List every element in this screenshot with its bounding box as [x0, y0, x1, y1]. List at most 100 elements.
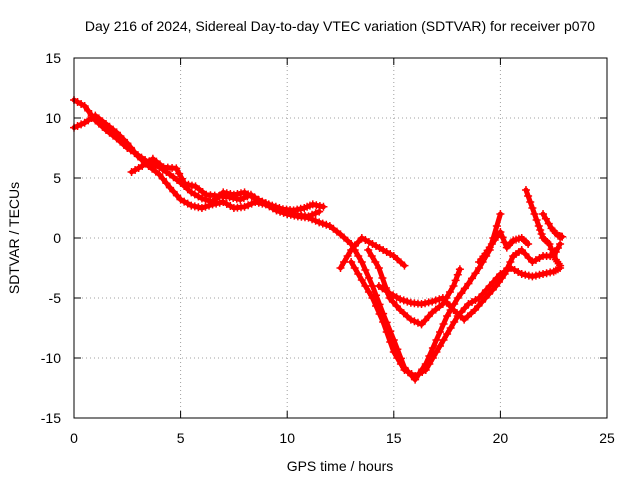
data-point — [428, 354, 437, 362]
data-point — [322, 220, 331, 229]
data-point — [354, 270, 363, 278]
data-point — [506, 258, 515, 266]
series-arc-8 — [475, 228, 533, 266]
data-point — [488, 286, 497, 294]
data-point — [205, 201, 214, 210]
data-point — [239, 194, 248, 202]
series-arc-7 — [374, 240, 565, 324]
data-point — [243, 192, 252, 201]
data-point — [374, 264, 383, 272]
data-point — [212, 199, 221, 208]
data-point — [184, 180, 193, 189]
data-point — [450, 318, 459, 326]
data-point — [304, 212, 313, 221]
data-point — [524, 240, 533, 248]
data-point — [296, 204, 305, 213]
data-point — [275, 204, 284, 212]
data-point — [470, 306, 479, 314]
data-point — [500, 270, 509, 278]
data-point — [169, 187, 178, 196]
data-point — [432, 348, 441, 356]
data-point — [545, 240, 554, 248]
data-point — [537, 230, 546, 238]
data-point — [546, 268, 555, 277]
data-point — [431, 296, 440, 305]
data-point — [530, 210, 539, 218]
data-point — [526, 198, 535, 206]
chart-title: Day 216 of 2024, Sidereal Day-to-day VTE… — [85, 18, 595, 34]
data-point — [496, 228, 505, 236]
data-point — [354, 238, 363, 246]
data-point — [451, 276, 460, 285]
series-line — [365, 247, 463, 327]
x-tick-label: 5 — [177, 430, 185, 446]
data-point — [378, 274, 387, 282]
data-point — [123, 139, 132, 148]
data-point — [521, 186, 530, 194]
data-point — [481, 294, 490, 302]
data-point — [556, 261, 565, 270]
data-point — [340, 258, 349, 266]
data-point — [443, 330, 452, 338]
data-point — [477, 298, 486, 306]
x-tick-label: 0 — [70, 430, 78, 446]
data-point — [175, 169, 184, 178]
grid — [74, 58, 607, 418]
y-tick-label: 5 — [53, 170, 61, 186]
series-arc-9 — [521, 186, 565, 270]
data-point — [435, 295, 444, 304]
data-point — [524, 254, 533, 262]
data-point — [308, 200, 317, 209]
x-tick-label: 10 — [279, 430, 295, 446]
data-point — [485, 290, 494, 298]
data-point — [544, 219, 553, 228]
series-arc-10 — [539, 210, 567, 241]
data-point — [229, 194, 238, 202]
data-point — [172, 164, 181, 173]
data-point — [464, 279, 473, 288]
data-point — [556, 240, 565, 248]
data-point — [439, 320, 448, 328]
data-point — [393, 354, 402, 362]
data-point — [312, 201, 321, 210]
data-point — [435, 328, 444, 336]
data-point — [187, 201, 196, 210]
data-point — [315, 218, 324, 227]
x-axis-title: GPS time / hours — [287, 458, 394, 474]
data-point — [190, 202, 199, 211]
y-tick-label: -10 — [41, 350, 61, 366]
data-point — [311, 216, 320, 225]
data-point — [524, 192, 533, 200]
data-point — [80, 102, 89, 110]
series-arc-1 — [70, 96, 505, 384]
data-point — [438, 294, 447, 302]
data-point — [558, 232, 567, 241]
data-point — [492, 222, 501, 230]
data-point — [173, 191, 182, 200]
data-point — [215, 198, 224, 207]
data-point — [158, 174, 167, 183]
data-point — [201, 202, 210, 211]
data-point — [435, 342, 444, 350]
data-point — [449, 282, 458, 290]
data-point — [371, 258, 380, 266]
data-point — [293, 205, 302, 214]
series-arc-3 — [127, 154, 328, 215]
data-point — [357, 276, 366, 284]
data-point — [399, 296, 408, 305]
data-point — [421, 366, 430, 374]
data-point — [453, 294, 462, 302]
data-point — [442, 298, 451, 306]
data-point — [417, 320, 426, 329]
data-point — [386, 338, 395, 346]
data-point — [232, 194, 241, 203]
data-point — [521, 250, 530, 258]
data-point — [534, 222, 543, 230]
data-point — [261, 199, 270, 208]
data-point — [236, 195, 245, 204]
data-point — [268, 201, 277, 210]
data-point — [549, 250, 558, 259]
data-point — [119, 135, 128, 144]
data-point — [542, 269, 551, 278]
data-point — [343, 252, 352, 260]
